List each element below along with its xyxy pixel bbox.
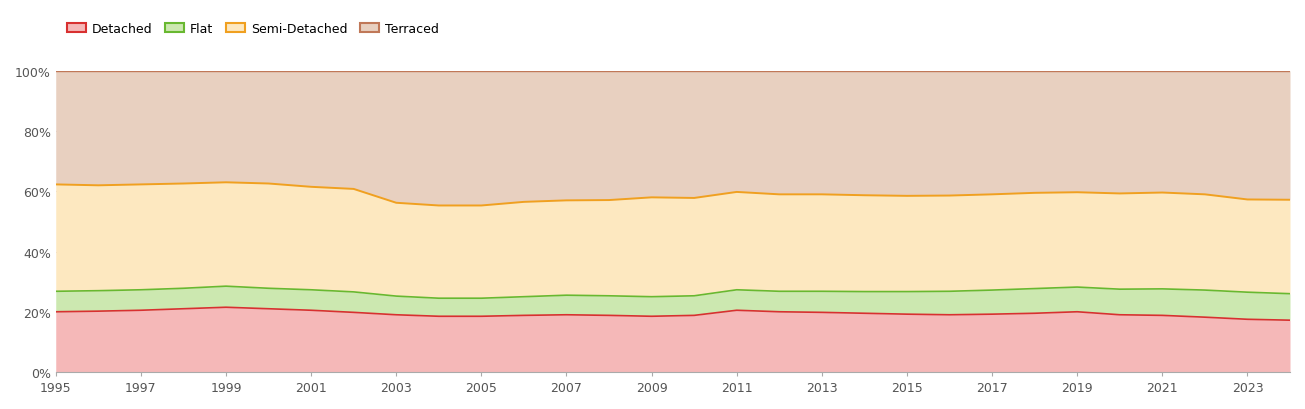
Legend: Detached, Flat, Semi-Detached, Terraced: Detached, Flat, Semi-Detached, Terraced	[61, 18, 444, 41]
